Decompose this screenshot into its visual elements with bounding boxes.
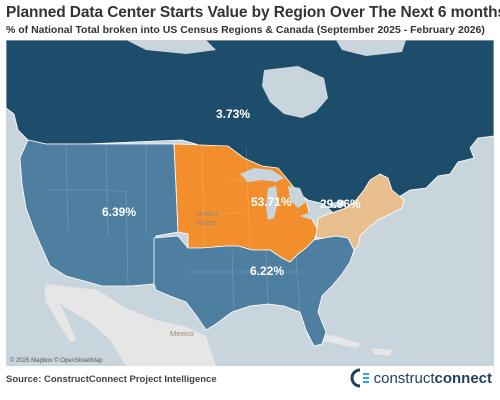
west-pct-label: 6.39%: [102, 205, 136, 219]
canada-pct-label: 3.73%: [216, 107, 250, 121]
brand-logo: constructconnect: [349, 368, 492, 388]
united-states-label: United States: [196, 209, 220, 227]
logo-text-construct: construct: [373, 369, 435, 387]
constructconnect-logo-icon: [350, 368, 369, 388]
source-note: Source: ConstructConnect Project Intelli…: [6, 374, 217, 385]
logo-text-connect: connect: [434, 369, 492, 387]
map-canvas: Mexico United States 3.73% 6.39% 53.71% …: [6, 40, 494, 366]
mexico-label: Mexico: [170, 329, 194, 338]
lake-huron: [288, 186, 306, 208]
arctic-channel-east: [336, 40, 406, 56]
baja-land: [44, 286, 76, 342]
hudson-bay: [262, 66, 328, 118]
northeast-pct-label: 29.96%: [320, 197, 361, 211]
midwest-pct-label: 53.71%: [251, 195, 292, 209]
chart-subtitle: % of National Total broken into US Censu…: [6, 24, 485, 36]
map[interactable]: Mexico United States 3.73% 6.39% 53.71% …: [6, 40, 494, 366]
hispaniola-land: [372, 348, 392, 356]
region-south[interactable]: [153, 235, 355, 347]
chart-title: Planned Data Center Starts Value by Regi…: [6, 4, 500, 21]
state-borders: [46, 143, 306, 313]
lake-michigan: [266, 186, 278, 220]
arctic-channel: [126, 40, 216, 54]
lake-superior: [240, 168, 284, 182]
map-attribution[interactable]: © 2025 Mapbox © OpenStreetMap: [10, 358, 103, 364]
lake-ontario: [328, 200, 346, 208]
south-pct-label: 6.22%: [250, 264, 284, 278]
lake-erie: [300, 210, 326, 220]
mexico-land: [46, 284, 216, 366]
